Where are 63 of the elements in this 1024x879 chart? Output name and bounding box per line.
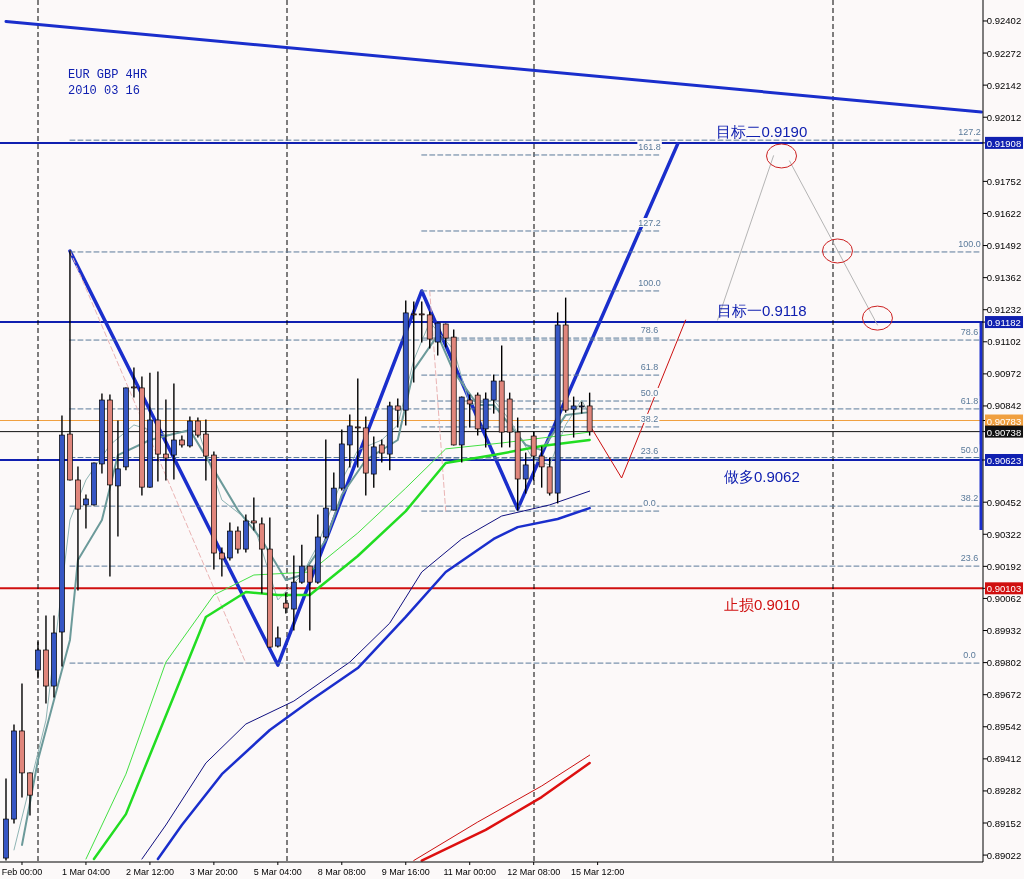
ref-line-label: 目标二0.9190 [716, 122, 808, 140]
annotation: 23.6 [960, 553, 979, 564]
y-tick-label: 0.91102 [987, 336, 1021, 348]
annotation: 23.6 [640, 446, 659, 457]
y-tick-label: 0.89802 [986, 657, 1022, 669]
ref-line-label: 目标一0.9118 [716, 302, 807, 320]
annotation: 50.0 [640, 388, 659, 399]
y-tick-label: 0.89022 [986, 849, 1022, 861]
y-tick-label: 0.89542 [986, 721, 1022, 733]
x-tick-label: 15 Mar 12:00 [571, 867, 625, 877]
y-tick-label: 0.90623 [986, 455, 1022, 466]
y-tick-label: 0.91908 [986, 137, 1022, 149]
y-tick-label: 0.89152 [986, 817, 1022, 829]
y-tick-label: 0.89412 [986, 753, 1022, 765]
y-tick-label: 0.91362 [986, 272, 1022, 284]
y-tick-label: 0.92272 [986, 47, 1022, 59]
y-tick-label: 0.92012 [986, 111, 1022, 123]
y-tick-label: 0.90322 [986, 528, 1022, 540]
ref-line-label: 止损0.9010 [723, 596, 800, 614]
x-tick-label: 3 Mar 20:00 [189, 867, 238, 877]
y-tick-label: 0.90192 [986, 560, 1022, 572]
y-tick-label: 0.90738 [986, 426, 1022, 438]
y-tick-label: 0.90842 [986, 400, 1022, 412]
y-tick-label: 0.91622 [986, 207, 1022, 219]
y-tick-label: 0.90062 [986, 592, 1022, 604]
x-tick-label: 2 Mar 12:00 [125, 867, 174, 877]
x-tick-label: 8 Mar 08:00 [317, 867, 366, 877]
y-tick-label: 0.90103 [986, 583, 1022, 595]
annotation: 127.2 [958, 127, 981, 138]
y-tick-label: 0.91232 [986, 304, 1022, 316]
y-tick-label: 0.90783 [986, 415, 1022, 427]
annotation: 78.6 [960, 327, 979, 338]
y-tick-label: 0.89282 [986, 785, 1022, 797]
y-tick-label: 0.91752 [986, 175, 1022, 187]
y-tick-label: 0.91492 [986, 240, 1022, 252]
x-tick-label: 11 Mar 00:00 [443, 867, 496, 877]
annotation: 0.0 [643, 498, 656, 509]
y-tick-label: 0.92402 [986, 15, 1022, 27]
x-tick-label: 5 Mar 04:00 [253, 867, 302, 877]
annotation: 0.0 [963, 650, 976, 661]
annotation: 61.8 [960, 395, 979, 406]
x-tick-label: Feb 00:00 [1, 867, 43, 877]
annotation: 38.2 [960, 493, 979, 504]
x-tick-label: 12 Mar 08:00 [507, 867, 561, 877]
annotation: 50.0 [960, 444, 979, 455]
text: EUR GBP 4HR [68, 68, 148, 82]
y-tick-label: 0.90452 [986, 496, 1022, 508]
annotation: 38.2 [640, 413, 659, 424]
ref-line-label: 做多0.9062 [723, 468, 800, 485]
x-tick-label: 9 Mar 16:00 [381, 867, 430, 877]
y-tick-label: 0.90972 [986, 368, 1022, 380]
annotation: 161.8 [638, 141, 661, 152]
annotation: 78.6 [640, 325, 659, 336]
y-tick-label: 0.91182 [987, 317, 1021, 329]
annotation: 100.0 [638, 277, 661, 288]
annotation: 61.8 [640, 362, 659, 373]
y-tick-label: 0.92142 [986, 79, 1022, 91]
y-tick-label: 0.89672 [986, 689, 1022, 701]
y-tick-label: 0.89932 [986, 625, 1022, 637]
annotation: 100.0 [958, 238, 981, 249]
x-tick-label: 1 Mar 04:00 [61, 867, 110, 877]
text: 2010 03 16 [68, 84, 141, 98]
annotation: 127.2 [638, 217, 661, 228]
